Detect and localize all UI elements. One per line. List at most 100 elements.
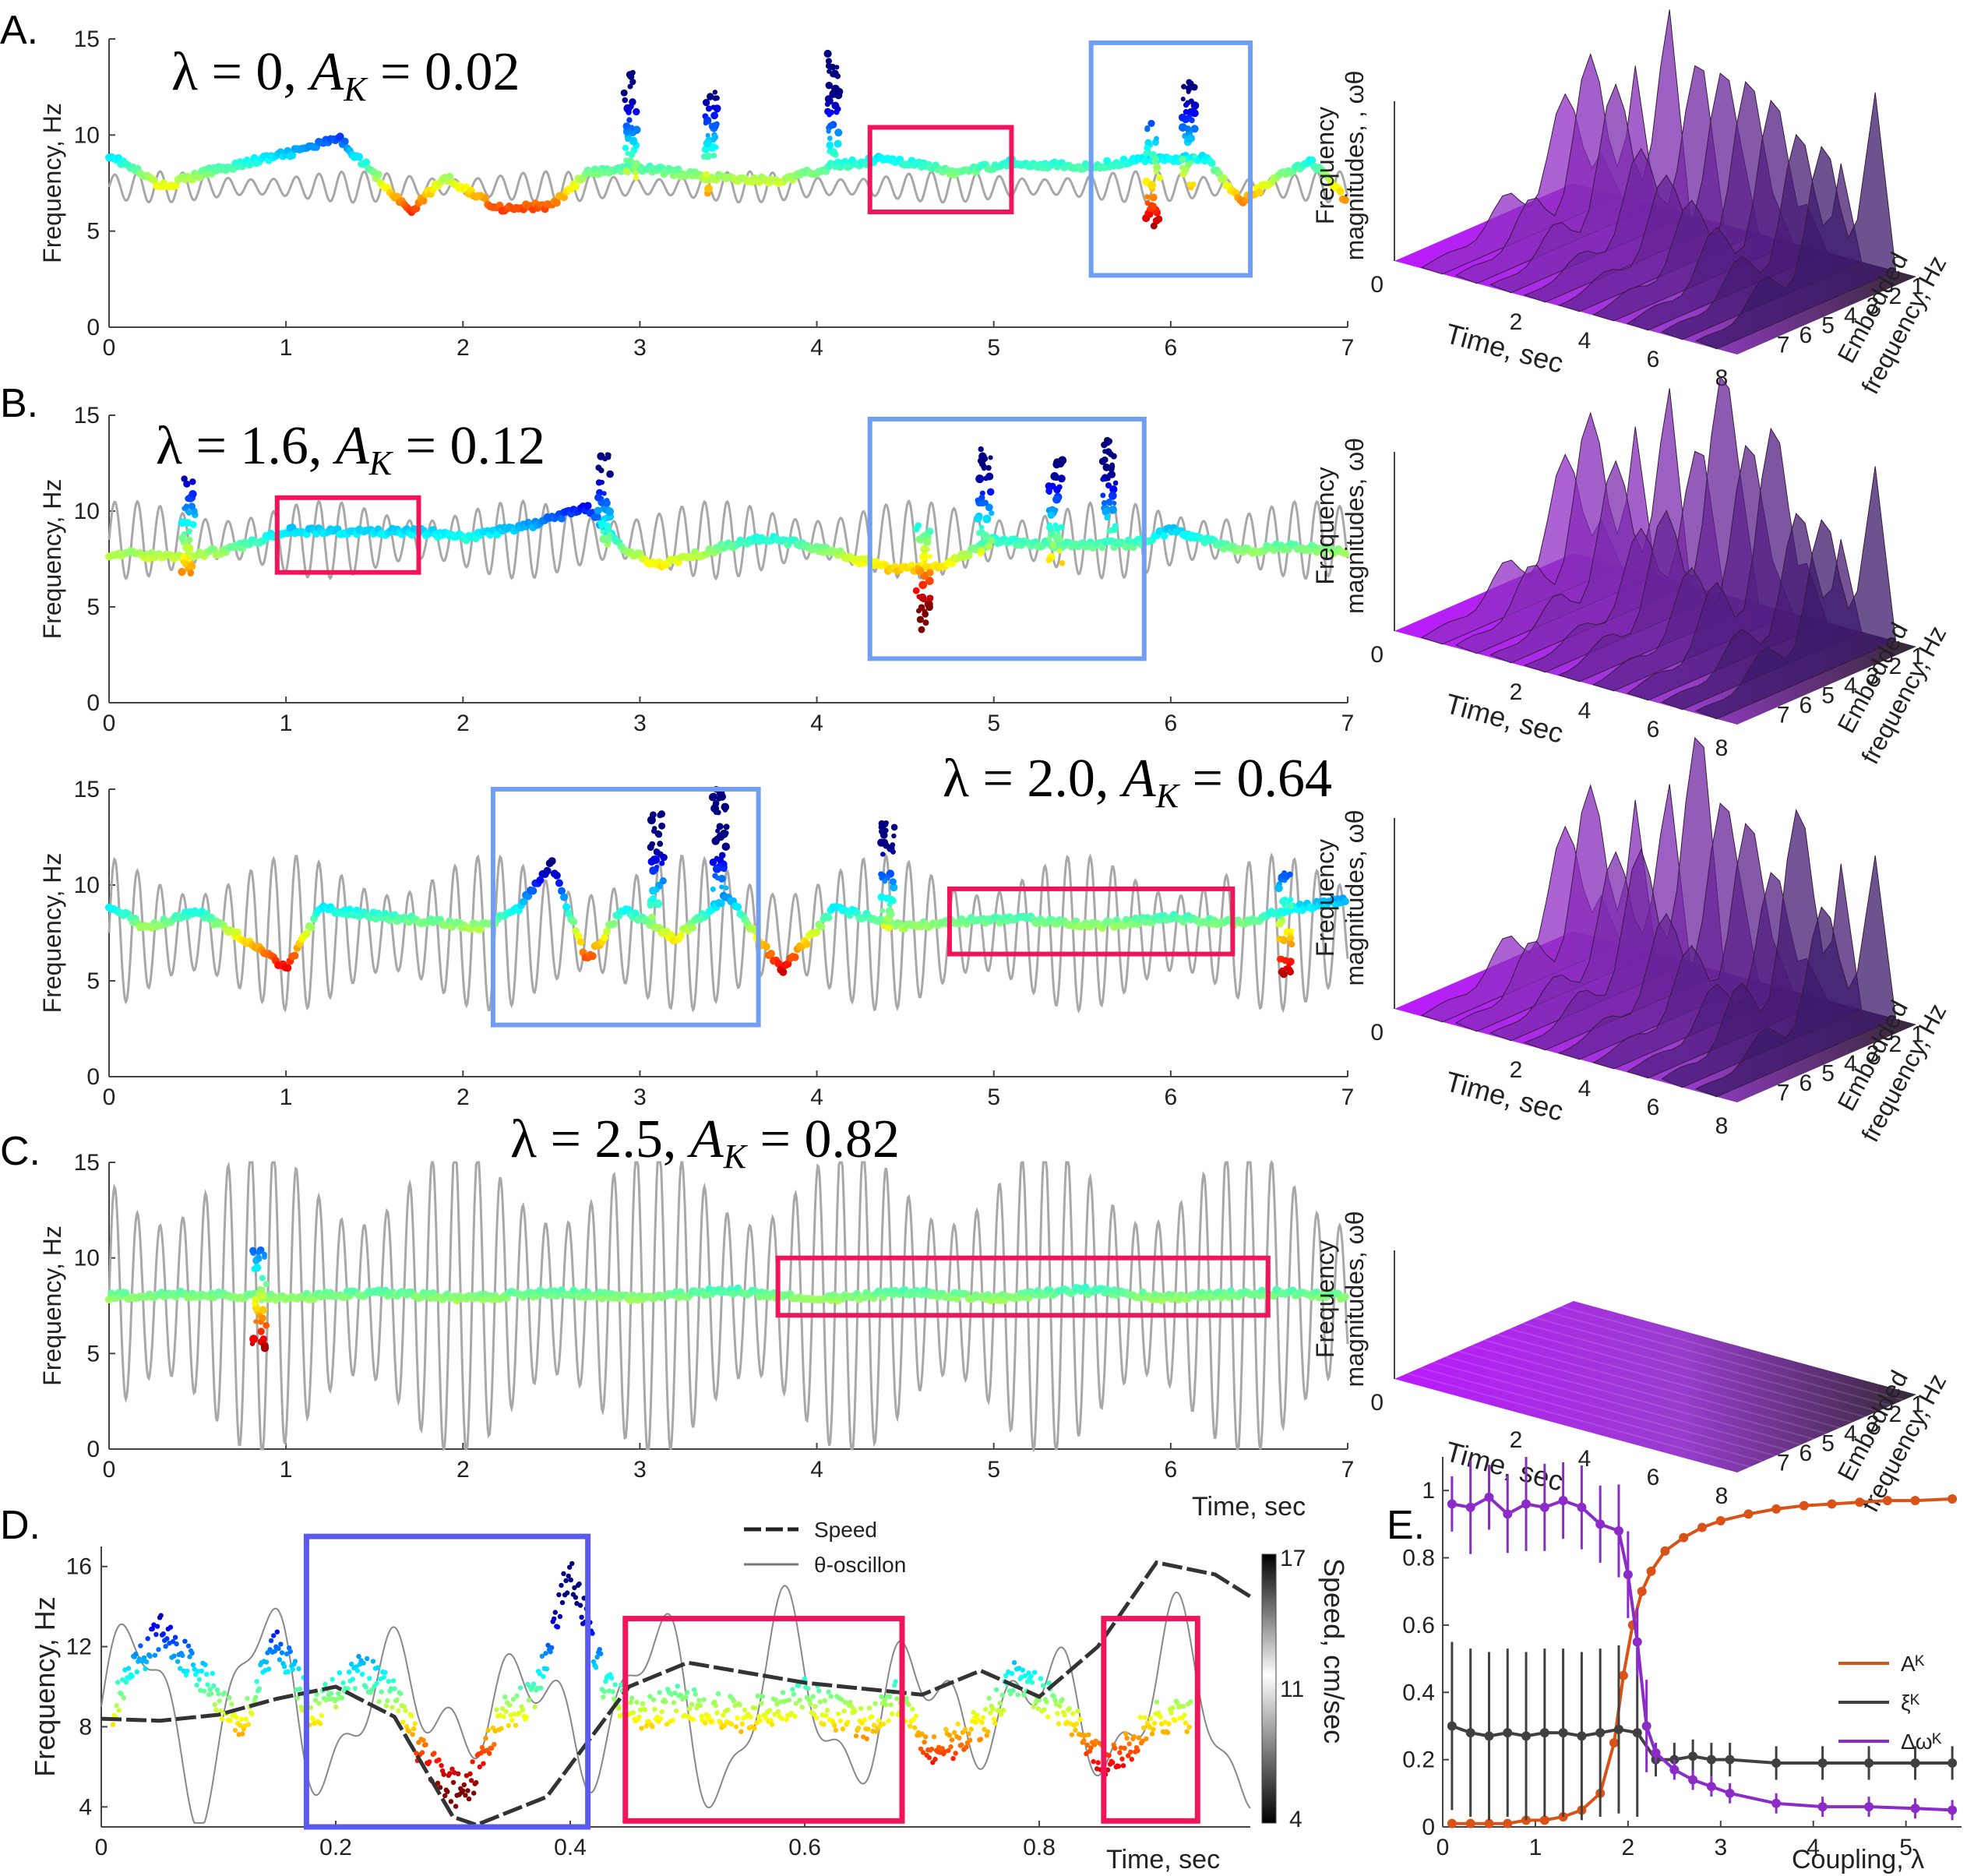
trace-point: [174, 1641, 179, 1647]
series-point: [1697, 1522, 1707, 1532]
burst-point: [912, 525, 920, 533]
trace-point: [717, 1720, 724, 1726]
burst-point: [653, 848, 661, 856]
x-tick-label: 5: [987, 335, 1000, 361]
burst-point: [925, 577, 934, 586]
surface-y-tick: 6: [1800, 323, 1813, 348]
trace-point: [1122, 1745, 1127, 1751]
x-tick-label: 0: [1436, 1835, 1450, 1860]
trace-point: [404, 1723, 410, 1730]
trace-point: [196, 1677, 202, 1682]
surface-x-tick: 4: [1578, 698, 1592, 724]
trace-point: [314, 1691, 319, 1698]
y-tick-label: 5: [86, 219, 100, 245]
trace-point: [382, 1670, 388, 1675]
trace-point: [568, 1577, 573, 1583]
trace-point: [881, 1721, 887, 1726]
trace-point: [1154, 1699, 1160, 1705]
trace-point: [1073, 1721, 1080, 1726]
trace-point: [1128, 1749, 1133, 1754]
y-axis-label: Frequency, Hz: [29, 1596, 61, 1776]
trace-point: [1136, 1735, 1142, 1740]
burst-point: [1183, 102, 1190, 108]
burst-point: [1109, 485, 1118, 494]
trace-point: [545, 1642, 551, 1648]
burst-point: [1054, 524, 1062, 532]
burst-point: [1192, 153, 1197, 159]
y-tick-label: 8: [79, 1714, 92, 1740]
series-point: [1771, 1504, 1782, 1514]
trace-point: [569, 1560, 575, 1567]
trace-point: [968, 1726, 974, 1732]
burst-point: [1108, 491, 1117, 500]
burst-point: [1281, 957, 1289, 964]
trace-point: [799, 1705, 805, 1710]
trace-point: [841, 1708, 847, 1714]
burst-point: [710, 143, 717, 151]
trace-point: [982, 1726, 987, 1732]
burst-point: [714, 835, 721, 842]
burst-point: [925, 527, 934, 536]
trace-point: [808, 1701, 813, 1707]
trace-point: [619, 1682, 624, 1687]
surface-stripe: [1496, 1333, 1840, 1429]
trace-point: [955, 1721, 961, 1726]
burst-point: [1190, 109, 1199, 118]
x-tick-label: 3: [1714, 1835, 1727, 1860]
legend-speed: Speed: [814, 1518, 877, 1542]
burst-point: [717, 792, 727, 801]
burst-point: [1058, 456, 1067, 465]
trace-point: [1022, 1673, 1028, 1679]
burst-point: [832, 151, 839, 158]
burst-point: [883, 843, 890, 848]
burst-point: [889, 897, 897, 905]
trace-point: [1110, 1760, 1116, 1765]
trace-point: [345, 1686, 351, 1691]
series-point: [1484, 1731, 1494, 1741]
surface-x-tick: 4: [1578, 1076, 1592, 1102]
burst-point: [922, 608, 928, 615]
surface-z-tick: 0: [1370, 1020, 1384, 1046]
trace-point: [889, 1711, 895, 1717]
trace-point: [1051, 1693, 1057, 1698]
trace-point: [865, 1726, 871, 1732]
burst-point: [658, 822, 666, 830]
burst-point: [715, 828, 721, 834]
trace-point: [489, 1745, 495, 1751]
trace-point: [1001, 1708, 1006, 1713]
trace-point: [643, 1707, 648, 1712]
trace-point: [617, 1713, 623, 1719]
burst-point: [252, 1264, 262, 1272]
theta-oscillation: [108, 170, 1349, 204]
trace-point: [552, 871, 561, 880]
burst-point: [982, 531, 989, 538]
trace-point: [288, 151, 297, 160]
burst-point: [989, 510, 995, 517]
trace-point: [526, 1697, 532, 1703]
trace-point: [904, 1696, 909, 1701]
trace-point: [636, 1714, 642, 1720]
trace-point: [1075, 1708, 1080, 1714]
trace-point: [795, 1683, 802, 1688]
trace-point: [147, 1653, 153, 1659]
surface-x-tick: 6: [1647, 1465, 1660, 1490]
burst-point: [657, 810, 666, 818]
trace-point: [291, 951, 299, 960]
trace-point: [254, 1679, 259, 1684]
trace-point: [518, 1685, 523, 1691]
burst-point: [918, 538, 923, 544]
burst-point: [975, 497, 982, 504]
trace-point: [864, 1736, 870, 1742]
burst-point: [1180, 97, 1186, 102]
trace-point: [196, 173, 204, 182]
series-point: [1799, 1500, 1809, 1511]
trace-point: [194, 1682, 199, 1688]
trace-point: [287, 1649, 293, 1654]
trace-point: [721, 1712, 726, 1718]
trace-point: [1123, 1731, 1129, 1737]
trace-point: [689, 1701, 695, 1707]
burst-point: [700, 153, 707, 160]
series-point: [1539, 1502, 1549, 1512]
burst-point: [827, 141, 833, 146]
surface-x-label: Time, sec: [1442, 317, 1567, 379]
